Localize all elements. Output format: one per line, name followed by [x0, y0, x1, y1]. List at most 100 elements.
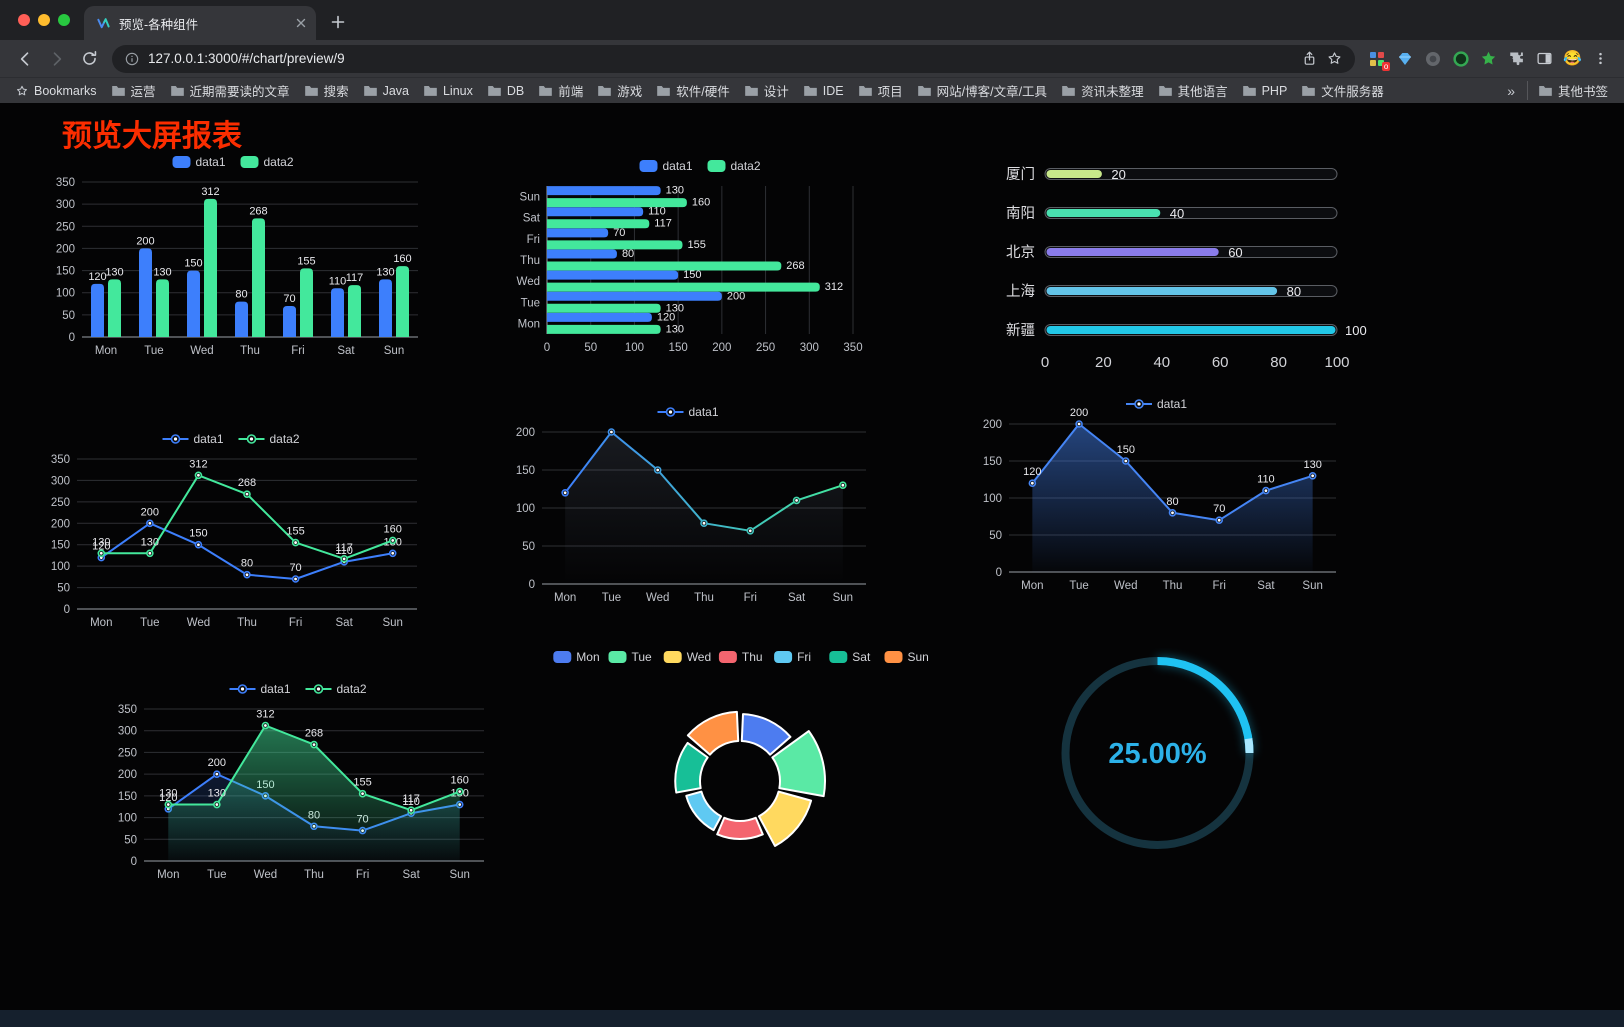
svg-text:155: 155	[353, 777, 371, 789]
svg-text:200: 200	[136, 235, 154, 247]
svg-text:350: 350	[51, 454, 70, 466]
svg-text:160: 160	[692, 197, 710, 209]
svg-text:350: 350	[56, 177, 75, 189]
svg-text:Mon: Mon	[518, 318, 540, 330]
extension-gray-circle-icon[interactable]	[1423, 49, 1442, 68]
svg-text:155: 155	[688, 239, 706, 251]
bookmark-folder[interactable]: 资讯未整理	[1054, 81, 1151, 101]
svg-text:130: 130	[105, 266, 123, 278]
svg-text:50: 50	[124, 834, 137, 846]
svg-text:Wed: Wed	[687, 650, 711, 664]
menu-dots-icon[interactable]	[1591, 49, 1610, 68]
bookmark-folder[interactable]: Java	[356, 81, 416, 101]
extension-grid-icon[interactable]: o	[1367, 49, 1391, 71]
svg-text:200: 200	[516, 427, 535, 439]
bookmarks-star-item[interactable]: Bookmarks	[8, 81, 104, 101]
browser-tab[interactable]: 预览-各种组件	[84, 6, 316, 40]
svg-text:70: 70	[1213, 503, 1225, 515]
svg-text:data1: data1	[196, 155, 226, 169]
svg-text:Thu: Thu	[240, 345, 260, 357]
svg-text:200: 200	[727, 290, 745, 302]
bookmark-folder[interactable]: 网站/博客/文章/工具	[910, 81, 1054, 101]
svg-text:120: 120	[159, 792, 177, 804]
other-bookmarks-label: 其他书签	[1557, 85, 1608, 99]
back-button[interactable]	[10, 44, 40, 74]
bookmark-star-icon[interactable]	[1326, 50, 1343, 67]
bookmark-folder[interactable]: 前端	[531, 81, 590, 101]
svg-text:Mon: Mon	[90, 617, 112, 629]
bookmark-folder[interactable]: Linux	[416, 81, 480, 101]
svg-text:Wed: Wed	[517, 276, 540, 288]
bookmark-folder[interactable]: 运营	[104, 81, 163, 101]
svg-text:80: 80	[235, 289, 247, 301]
side-panel-icon[interactable]	[1535, 49, 1554, 68]
svg-text:Sun: Sun	[384, 345, 404, 357]
svg-text:300: 300	[51, 475, 70, 487]
multi-line-chart: 0 50 100 150 200 250 300 350 Mon Tue Wed Thu Fri Sat S…	[33, 425, 431, 635]
address-bar[interactable]: 127.0.0.1:3000/#/chart/preview/9	[112, 44, 1356, 73]
svg-text:Mon: Mon	[157, 869, 179, 881]
svg-text:70: 70	[613, 227, 625, 239]
svg-text:350: 350	[118, 704, 137, 716]
svg-text:100: 100	[56, 288, 75, 300]
bookmark-folder[interactable]: 设计	[737, 81, 796, 101]
extension-gem-icon[interactable]	[1395, 49, 1414, 68]
svg-text:50: 50	[57, 583, 70, 595]
svg-text:Tue: Tue	[1069, 580, 1088, 592]
svg-text:Tue: Tue	[632, 650, 653, 664]
extensions-cluster: o 😂	[1363, 49, 1614, 71]
svg-text:Sat: Sat	[788, 592, 806, 604]
rose-donut-chart: Mon Tue Wed Thu Fri Sat Sun	[545, 643, 935, 883]
minimize-window-button[interactable]	[38, 14, 50, 26]
svg-text:data1: data1	[261, 682, 291, 696]
svg-text:data1: data1	[689, 405, 719, 419]
bookmark-folder[interactable]: 其他语言	[1151, 81, 1235, 101]
other-bookmarks[interactable]: 其他书签	[1526, 81, 1616, 100]
bookmark-folder[interactable]: 软件/硬件	[649, 81, 736, 101]
extension-star-icon[interactable]	[1479, 49, 1498, 68]
bookmark-folder[interactable]: 近期需要读的文章	[163, 81, 297, 101]
svg-text:200: 200	[56, 243, 75, 255]
svg-text:117: 117	[335, 542, 353, 554]
svg-text:0: 0	[131, 856, 137, 868]
bookmark-folder[interactable]: IDE	[796, 81, 851, 101]
url-text[interactable]: 127.0.0.1:3000/#/chart/preview/9	[148, 51, 345, 66]
bookmarks-bar: Bookmarks 运营 近期需要读的文章 搜索 Java Linux DB 前端 游戏 软件/…	[0, 77, 1624, 103]
bookmark-folder[interactable]: PHP	[1235, 81, 1295, 101]
svg-text:50: 50	[989, 530, 1002, 542]
folder-icon	[1538, 84, 1553, 97]
svg-text:130: 130	[376, 266, 394, 278]
svg-text:Sun: Sun	[833, 592, 853, 604]
close-window-button[interactable]	[18, 14, 30, 26]
share-icon[interactable]	[1301, 50, 1318, 67]
svg-text:Wed: Wed	[187, 617, 210, 629]
svg-text:150: 150	[118, 791, 137, 803]
svg-text:250: 250	[756, 342, 775, 354]
svg-text:80: 80	[241, 558, 253, 570]
svg-text:Thu: Thu	[520, 255, 540, 267]
site-info-icon[interactable]	[124, 51, 140, 67]
svg-text:312: 312	[201, 186, 219, 198]
svg-text:150: 150	[683, 269, 701, 281]
bookmark-folder[interactable]: 搜索	[297, 81, 356, 101]
tab-close-icon[interactable]	[294, 16, 308, 30]
reload-button[interactable]	[74, 44, 104, 74]
zoom-window-button[interactable]	[58, 14, 70, 26]
forward-button[interactable]	[42, 44, 72, 74]
svg-text:20: 20	[1111, 167, 1125, 182]
profile-avatar[interactable]: 😂	[1563, 49, 1582, 67]
svg-text:Tue: Tue	[207, 869, 226, 881]
extensions-puzzle-icon[interactable]	[1507, 49, 1526, 68]
new-tab-button[interactable]	[324, 8, 352, 36]
bookmark-folder[interactable]: 游戏	[590, 81, 649, 101]
svg-text:Sun: Sun	[520, 192, 540, 204]
svg-text:0: 0	[544, 342, 550, 354]
svg-text:Sat: Sat	[337, 345, 355, 357]
bookmark-folder[interactable]: 项目	[851, 81, 910, 101]
bookmark-folder[interactable]: 文件服务器	[1294, 81, 1391, 101]
extension-green-circle-icon[interactable]	[1451, 49, 1470, 68]
svg-text:268: 268	[249, 205, 267, 217]
bookmark-folder[interactable]: DB	[480, 81, 531, 101]
bookmarks-overflow-chevron[interactable]: »	[1507, 82, 1515, 99]
page-title: 预览大屏报表	[62, 120, 242, 153]
